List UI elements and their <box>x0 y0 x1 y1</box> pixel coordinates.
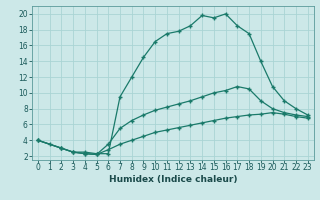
X-axis label: Humidex (Indice chaleur): Humidex (Indice chaleur) <box>108 175 237 184</box>
